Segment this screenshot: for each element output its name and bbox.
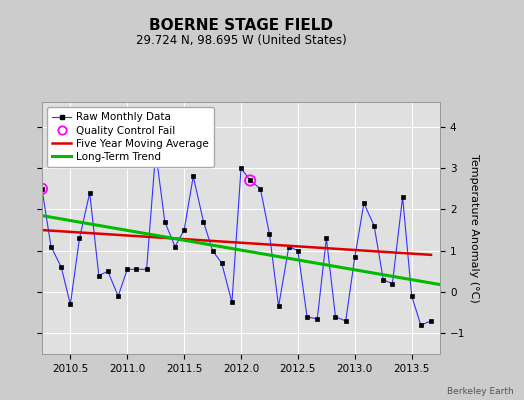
Y-axis label: Temperature Anomaly (°C): Temperature Anomaly (°C) — [469, 154, 479, 302]
Text: BOERNE STAGE FIELD: BOERNE STAGE FIELD — [149, 18, 333, 33]
Text: Berkeley Earth: Berkeley Earth — [447, 387, 514, 396]
Text: 29.724 N, 98.695 W (United States): 29.724 N, 98.695 W (United States) — [136, 34, 346, 47]
Legend: Raw Monthly Data, Quality Control Fail, Five Year Moving Average, Long-Term Tren: Raw Monthly Data, Quality Control Fail, … — [47, 107, 214, 167]
Point — [38, 186, 46, 192]
Point — [246, 177, 254, 184]
